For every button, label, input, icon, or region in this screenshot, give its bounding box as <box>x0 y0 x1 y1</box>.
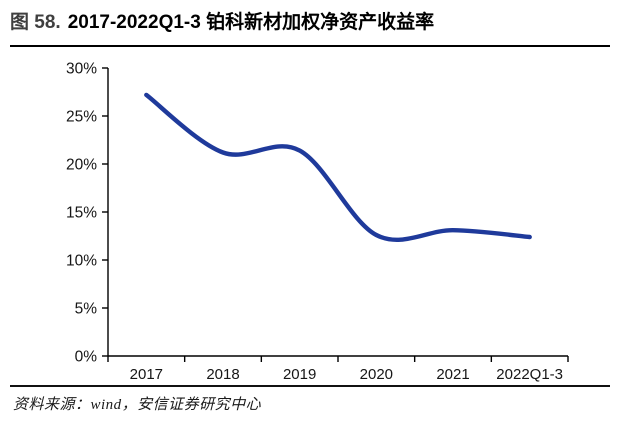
x-tick-label: 2017 <box>130 366 163 383</box>
x-tick-label: 2022Q1-3 <box>496 366 563 383</box>
figure-title: 2017-2022Q1-3 铂科新材加权净资产收益率 <box>67 12 435 33</box>
y-tick-label: 10% <box>66 253 97 270</box>
y-tick-label: 30% <box>66 61 97 78</box>
x-tick-label: 2020 <box>360 366 393 383</box>
footer-divider <box>10 385 610 387</box>
y-tick-label: 0% <box>75 349 98 366</box>
roe-line-series <box>144 92 532 242</box>
figure-header: 图 58. 2017-2022Q1-3 铂科新材加权净资产收益率 <box>10 6 610 47</box>
y-tick-label: 15% <box>66 205 97 222</box>
roe-line-chart: 0% 5% 10% 15% 20% 25% 30% 2017 2018 2019 2020 2021 2… <box>66 61 569 383</box>
x-tick-label: 2021 <box>436 366 469 383</box>
figure-number: 图 58. <box>10 12 61 33</box>
y-tick-label: 25% <box>66 109 97 126</box>
y-tick-label: 20% <box>66 157 97 174</box>
source-note: 资料来源：wind，安信证券研究中心 <box>13 397 262 413</box>
y-tick-label: 5% <box>75 301 98 318</box>
x-tick-label: 2018 <box>206 366 239 383</box>
x-tick-label: 2019 <box>283 366 316 383</box>
